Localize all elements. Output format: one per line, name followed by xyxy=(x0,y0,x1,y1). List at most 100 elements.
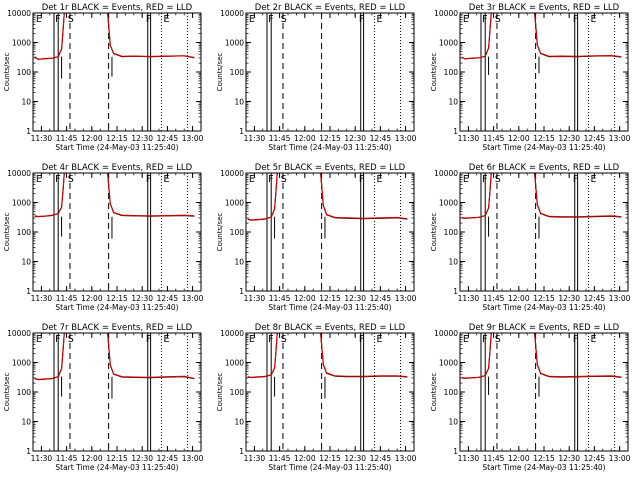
series-line-lld xyxy=(461,173,622,219)
y-axis-label: Counts/sec xyxy=(430,213,438,252)
y-tick-label: 10 xyxy=(21,418,31,427)
marker-label: F xyxy=(146,14,151,25)
chart-panel-5: Det 5r BLACK = Events, RED = LLD 1 10 100 10… xyxy=(216,163,417,312)
y-axis-label: Counts/sec xyxy=(216,53,224,92)
y-tick-label: 1 xyxy=(453,287,458,296)
x-tick-label: 12:00 xyxy=(81,294,103,303)
marker-label: E xyxy=(377,174,383,185)
x-tick-label: 12:30 xyxy=(558,294,580,303)
plot-frame xyxy=(459,12,629,132)
y-tick-label: 10000 xyxy=(7,9,31,18)
x-tick-label: 13:00 xyxy=(395,134,417,143)
chart-panel-4: Det 4r BLACK = Events, RED = LLD 1 10 100 10… xyxy=(3,163,204,312)
chart-panel-7: Det 7r BLACK = Events, RED = LLD 1 10 100 10… xyxy=(3,323,204,472)
x-tick-label: 12:30 xyxy=(558,134,580,143)
x-tick-label: 11:45 xyxy=(269,454,291,463)
x-tick-label: 12:45 xyxy=(370,454,392,463)
x-tick-label: 12:15 xyxy=(533,294,555,303)
x-tick-label: 12:00 xyxy=(294,294,316,303)
chart-title: Det 1r BLACK = Events, RED = LLD xyxy=(42,3,193,13)
x-tick-label: 12:30 xyxy=(344,134,366,143)
marker-label: E xyxy=(463,14,469,25)
y-axis-label: Counts/sec xyxy=(216,373,224,412)
marker-label: S xyxy=(68,334,74,345)
x-tick-label: 12:00 xyxy=(508,454,530,463)
y-tick-label: 1000 xyxy=(225,199,244,208)
marker-label: S xyxy=(281,174,287,185)
x-tick-label: 11:45 xyxy=(56,454,78,463)
x-tick-label: 12:30 xyxy=(131,134,153,143)
series-group xyxy=(34,333,195,399)
y-tick-label: 1 xyxy=(453,447,458,456)
chart-title: Det 7r BLACK = Events, RED = LLD xyxy=(42,323,193,333)
y-tick-label: 10 xyxy=(234,418,244,427)
y-axis-label: Counts/sec xyxy=(430,53,438,92)
plot-frame xyxy=(459,172,629,292)
marker-label: S xyxy=(281,14,287,25)
marker-label: F xyxy=(359,14,364,25)
series-line-lld xyxy=(34,173,195,218)
series-group xyxy=(247,333,408,399)
marker-label: S xyxy=(495,14,501,25)
y-tick-label: 100 xyxy=(444,68,459,77)
x-tick-label: 12:45 xyxy=(370,134,392,143)
marker-label: F xyxy=(55,174,60,185)
series-group xyxy=(461,13,622,75)
x-tick-label: 11:30 xyxy=(31,294,53,303)
plot-frame xyxy=(32,12,202,132)
marker-label: E xyxy=(249,174,255,185)
x-tick-label: 13:00 xyxy=(182,454,204,463)
y-tick-label: 10000 xyxy=(7,169,31,178)
x-tick-label: 11:45 xyxy=(483,294,505,303)
y-tick-label: 1000 xyxy=(225,359,244,368)
chart-title: Det 9r BLACK = Events, RED = LLD xyxy=(469,323,620,333)
y-tick-label: 1 xyxy=(453,127,458,136)
x-tick-label: 12:00 xyxy=(508,134,530,143)
chart-title: Det 5r BLACK = Events, RED = LLD xyxy=(255,163,406,173)
y-tick-label: 10 xyxy=(448,258,458,267)
series-group xyxy=(461,173,622,239)
series-group xyxy=(34,173,195,239)
marker-label: F xyxy=(482,334,487,345)
marker-label: F xyxy=(482,174,487,185)
marker-label: E xyxy=(164,174,170,185)
y-tick-label: 1 xyxy=(26,287,31,296)
marker-label: E xyxy=(591,334,597,345)
x-tick-label: 12:30 xyxy=(131,454,153,463)
chart-panel-2: Det 2r BLACK = Events, RED = LLD 1 10 100 10… xyxy=(216,3,417,152)
plot-frame xyxy=(245,172,415,292)
y-tick-label: 10 xyxy=(448,98,458,107)
marker-label: F xyxy=(573,334,578,345)
marker-label: E xyxy=(36,14,42,25)
x-tick-label: 12:00 xyxy=(294,134,316,143)
x-tick-label: 11:45 xyxy=(483,454,505,463)
series-line-lld xyxy=(247,173,408,221)
chart-title: Det 6r BLACK = Events, RED = LLD xyxy=(469,163,620,173)
marker-label: F xyxy=(359,334,364,345)
y-tick-label: 1 xyxy=(26,127,31,136)
x-tick-label: 12:15 xyxy=(533,134,555,143)
chart-panel-3: Det 3r BLACK = Events, RED = LLD 1 10 100 10… xyxy=(430,3,631,152)
series-line-lld xyxy=(461,13,622,60)
plot-frame xyxy=(32,332,202,452)
marker-label: E xyxy=(463,174,469,185)
y-tick-label: 10000 xyxy=(220,329,244,338)
x-tick-label: 11:30 xyxy=(244,134,266,143)
x-tick-label: 12:45 xyxy=(157,294,179,303)
chart-panel-8: Det 8r BLACK = Events, RED = LLD 1 10 100 10… xyxy=(216,323,417,472)
x-axis-label: Start Time (24-May-03 11:25:40) xyxy=(482,463,605,472)
series-line-lld xyxy=(247,333,408,378)
y-axis-label: Counts/sec xyxy=(3,53,11,92)
x-tick-label: 12:00 xyxy=(508,294,530,303)
x-tick-label: 11:45 xyxy=(269,134,291,143)
y-tick-label: 10000 xyxy=(220,9,244,18)
marker-label: E xyxy=(591,174,597,185)
y-tick-label: 10000 xyxy=(434,169,458,178)
x-axis-label: Start Time (24-May-03 11:25:40) xyxy=(55,303,178,312)
y-tick-label: 10000 xyxy=(220,169,244,178)
series-line-lld xyxy=(34,13,195,60)
marker-label: S xyxy=(68,174,74,185)
x-axis-label: Start Time (24-May-03 11:25:40) xyxy=(482,303,605,312)
x-tick-label: 12:15 xyxy=(106,294,128,303)
